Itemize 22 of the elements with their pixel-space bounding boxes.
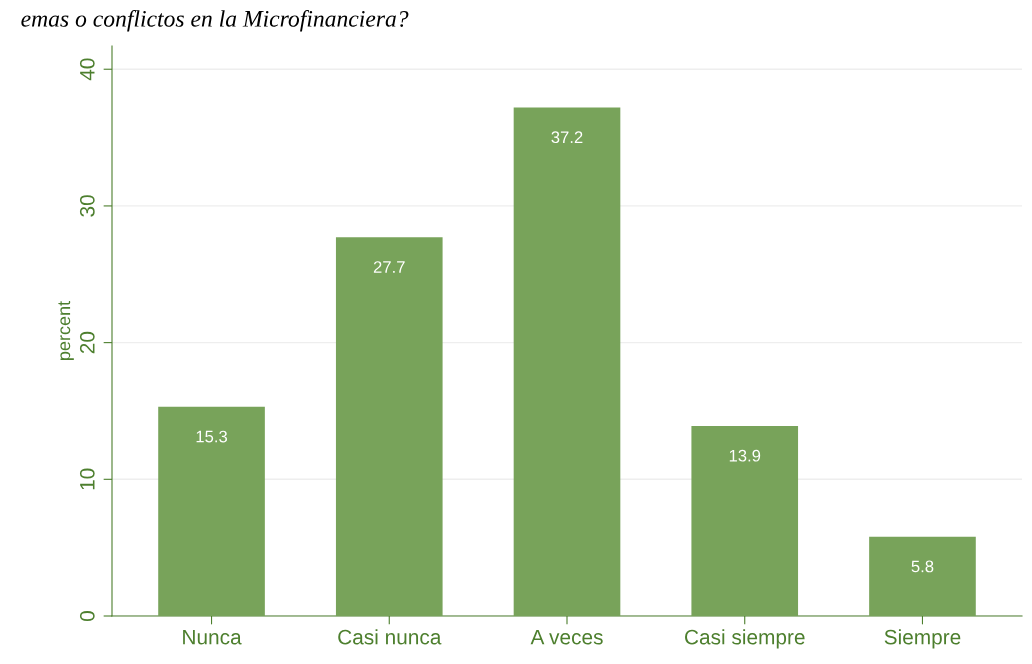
data-label: 13.9 <box>729 449 761 462</box>
x-tick-label: Casi nunca <box>338 629 442 645</box>
y-tick-label: 0 <box>79 611 95 621</box>
bar <box>158 406 265 616</box>
x-tick-label: Nunca <box>183 629 242 645</box>
y-axis-title: percent <box>58 301 74 360</box>
data-label: 15.3 <box>196 430 228 443</box>
y-tick-label: 30 <box>79 195 95 217</box>
y-tick-label: 10 <box>79 468 95 490</box>
data-label: 37.2 <box>551 131 583 144</box>
chart-title: emas o conflictos en la Microfinanciera? <box>21 9 409 32</box>
x-tick-label: Casi siempre <box>685 629 805 649</box>
data-label: 5.8 <box>911 560 934 573</box>
y-tick-label: 40 <box>79 58 95 81</box>
bar <box>335 237 443 616</box>
x-tick-label: Siempre <box>884 629 961 649</box>
x-tick-label: A veces <box>530 629 603 645</box>
bar <box>691 426 799 616</box>
data-label: 27.7 <box>373 261 405 273</box>
y-tick-label: 20 <box>79 331 95 354</box>
bar <box>869 536 976 616</box>
bar <box>513 107 621 616</box>
